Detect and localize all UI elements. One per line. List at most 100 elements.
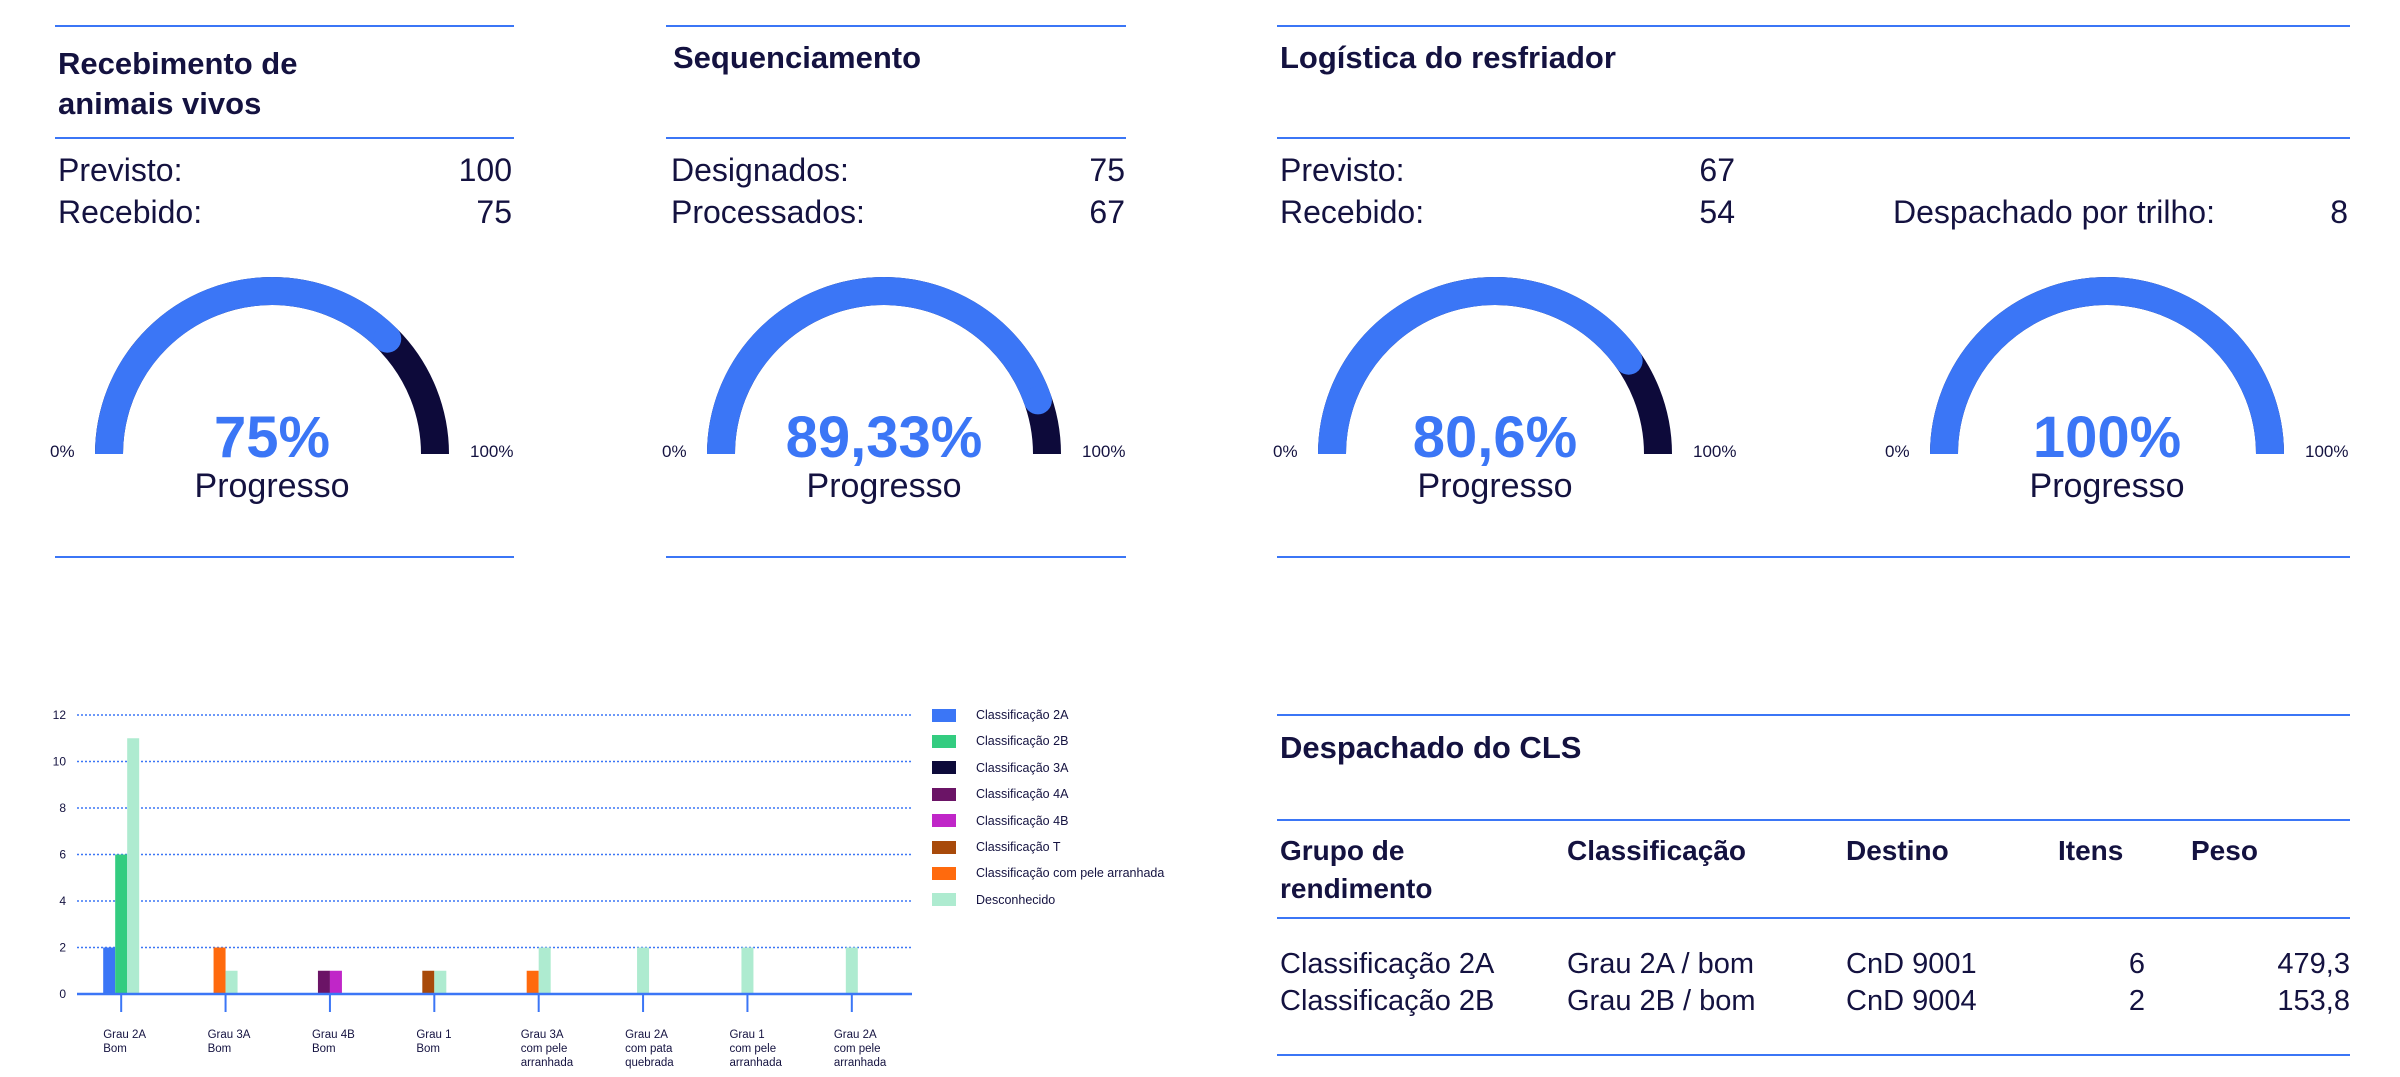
bar — [103, 947, 116, 994]
x-tick-label: Bom — [103, 1043, 127, 1055]
bar — [434, 970, 447, 994]
legend-item: Classificação T — [932, 837, 1061, 857]
divider — [1277, 1054, 2350, 1056]
divider — [1277, 25, 2350, 27]
x-tick-label: com pele — [729, 1043, 776, 1055]
bar — [213, 947, 226, 994]
table-cell: 479,3 — [2277, 948, 2350, 980]
table-cell: 6 — [2128, 948, 2145, 980]
table-cell: CnD 9004 — [1846, 985, 1977, 1017]
y-tick-label: 0 — [59, 987, 66, 1001]
divider — [666, 137, 1126, 139]
x-tick-label: Bom — [416, 1043, 440, 1055]
legend-item: Classificação 4B — [932, 811, 1068, 831]
legend-swatch — [932, 866, 956, 880]
stat-label: Previsto: — [1280, 152, 1405, 188]
progress-gauge — [1930, 277, 2284, 455]
stat-value: 8 — [2330, 194, 2348, 230]
stat-label: Previsto: — [58, 152, 183, 188]
gauge-min-label: 0% — [50, 442, 75, 461]
legend-item: Classificação com pele arranhada — [932, 863, 1164, 883]
divider — [1277, 819, 2350, 821]
legend-swatch — [932, 708, 956, 722]
x-tick-label: com pele — [521, 1043, 568, 1055]
x-tick-label: Grau 1 — [416, 1029, 451, 1041]
stat-row: Processados: 67 — [671, 192, 1125, 232]
y-tick-label: 6 — [59, 848, 66, 862]
stat-row: Recebido: 75 — [58, 192, 512, 232]
x-tick-label: Grau 3A — [208, 1029, 251, 1041]
card-title-logistica: Logística do resfriador — [1280, 40, 1616, 75]
bar — [526, 970, 539, 994]
bar — [329, 970, 342, 994]
legend-label: Classificação 4A — [976, 787, 1069, 802]
x-tick-label: com pata — [625, 1043, 673, 1055]
column-header-classificacao: Classificação — [1567, 835, 1746, 866]
legend-label: Classificação T — [976, 840, 1061, 854]
stat-row: Previsto: 100 — [58, 150, 512, 190]
gauge-percent: 89,33% — [785, 405, 983, 470]
bar — [317, 970, 330, 994]
stat-row: Designados: 75 — [671, 150, 1125, 190]
x-tick-label: Grau 1 — [729, 1029, 764, 1041]
gauge-caption: Progresso — [806, 467, 962, 505]
legend-swatch — [932, 787, 956, 801]
stat-row: Recebido: 54 — [1280, 192, 1735, 232]
card-title-sequenciamento: Sequenciamento — [673, 40, 922, 75]
stat-label: Recebido: — [58, 194, 203, 230]
stat-row: Previsto: 67 — [1280, 150, 1735, 190]
gauge-fill — [1318, 277, 1641, 455]
table-cell: CnD 9001 — [1846, 948, 1977, 980]
stat-value: 75 — [1089, 152, 1125, 188]
divider — [666, 25, 1126, 27]
x-tick-label: Grau 4B — [312, 1029, 355, 1041]
y-tick-label: 10 — [53, 755, 67, 769]
stat-value: 67 — [1699, 152, 1735, 188]
stat-label: Designados: — [671, 152, 849, 188]
x-tick-label: arranhada — [834, 1057, 887, 1069]
gauge-fill — [707, 277, 1052, 455]
progress-gauge — [707, 277, 1061, 455]
legend-swatch — [932, 761, 956, 775]
gauge-max-label: 100% — [2305, 442, 2349, 461]
table-cell: 2 — [2128, 985, 2145, 1017]
legend-label: Classificação 4B — [976, 813, 1069, 828]
gauge-fill — [95, 277, 398, 455]
gauge-max-label: 100% — [470, 442, 514, 461]
x-tick-label: quebrada — [625, 1057, 674, 1069]
legend-swatch — [932, 840, 956, 854]
progress-gauge — [95, 277, 449, 455]
x-tick-label: Grau 3A — [521, 1029, 564, 1041]
legend-item: Classificação 3A — [932, 758, 1068, 778]
x-tick-label: Grau 2A — [625, 1029, 668, 1041]
gauge-min-label: 0% — [1885, 442, 1910, 461]
bar — [115, 854, 128, 994]
legend-label: Classificação 3A — [976, 760, 1069, 775]
stat-label: Despachado por trilho: — [1893, 194, 2215, 230]
y-tick-label: 2 — [59, 941, 66, 955]
gauge-fill-cap — [1614, 346, 1643, 375]
stat-value: 67 — [1089, 194, 1125, 230]
table-cell: 153,8 — [2277, 985, 2350, 1017]
table-cell: Classificação 2A — [1280, 948, 1495, 980]
y-tick-label: 4 — [59, 894, 66, 908]
bar — [538, 947, 551, 994]
x-tick-label: Bom — [208, 1043, 232, 1055]
table-cell: Grau 2B / bom — [1567, 985, 1756, 1017]
x-tick-label: arranhada — [729, 1057, 782, 1069]
gauge-caption: Progresso — [2029, 467, 2185, 505]
gauge-min-label: 0% — [662, 442, 687, 461]
table-title: Despachado do CLS — [1280, 730, 1582, 765]
bar — [225, 970, 238, 994]
gauge-max-label: 100% — [1082, 442, 1126, 461]
legend-label: Desconhecido — [976, 892, 1056, 907]
legend-swatch — [932, 893, 956, 907]
table-cell: Grau 2A / bom — [1567, 948, 1754, 980]
divider — [1277, 137, 2350, 139]
legend-item: Classificação 2A — [932, 705, 1068, 725]
gauge-caption: Progresso — [194, 467, 350, 505]
legend-label: Classificação 2B — [976, 734, 1069, 749]
gauge-fill-cap — [373, 324, 402, 353]
column-header-itens: Itens — [2058, 835, 2124, 866]
stat-value: 100 — [458, 152, 512, 188]
